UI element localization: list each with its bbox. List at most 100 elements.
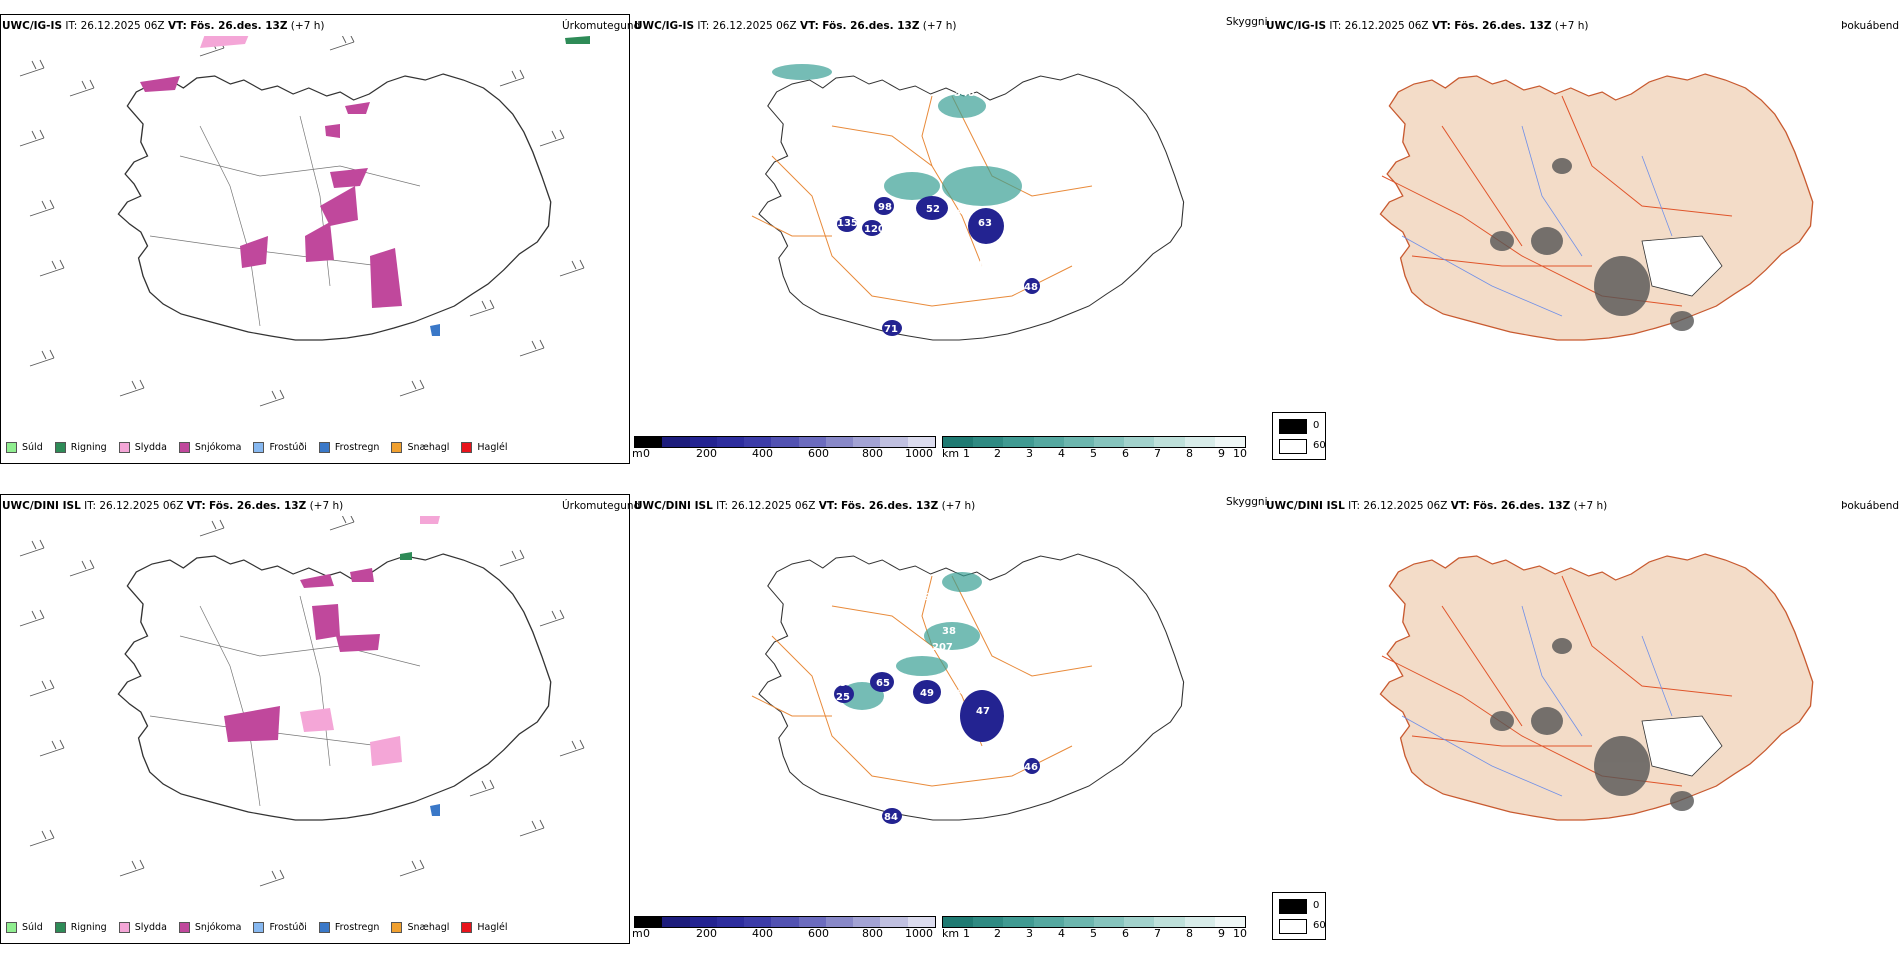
legend-swatch xyxy=(461,921,473,933)
colorbar-segment xyxy=(1003,437,1034,447)
valid-time: Fös. 26.des. 13Z xyxy=(190,20,288,32)
fog-index-panel: UWC/DINI ISL IT: 26.12.2025 06Z VT: Fös.… xyxy=(1262,480,1900,950)
cloud-base-label: 248 xyxy=(924,132,945,143)
legend-label: 60 xyxy=(1313,440,1326,451)
legend-label: Rigning xyxy=(70,921,107,933)
panel-header: UWC/IG-IS IT: 26.12.2025 06Z VT: Fös. 26… xyxy=(634,20,956,32)
legend-item: Frostregn xyxy=(318,441,379,453)
colorbar-tick: 1 xyxy=(963,927,970,940)
colorbar-tick: 9 xyxy=(1218,447,1225,460)
legend-label: 60 xyxy=(1313,920,1326,931)
colorbar-segment xyxy=(1154,917,1185,927)
model-name: UWC/DINI ISL xyxy=(634,500,713,512)
cloud-visibility-panel: UWC/DINI ISL IT: 26.12.2025 06Z VT: Fös.… xyxy=(632,480,1268,950)
legend-item: Slydda xyxy=(118,921,167,933)
legend-swatch xyxy=(118,441,130,453)
cloud-map: 348 248 282 135 98 120 52 84 63 266 48 7… xyxy=(751,64,1185,341)
cloud-base-label: 48 xyxy=(1024,282,1038,293)
fog-index-panel: UWC/IG-IS IT: 26.12.2025 06Z VT: Fös. 26… xyxy=(1262,0,1900,470)
cloud-base-label: 266 xyxy=(972,258,993,269)
colorbar-segment xyxy=(1214,917,1246,927)
colorbar-tick: 3 xyxy=(1026,927,1033,940)
legend-label: Haglél xyxy=(477,441,508,453)
colorbar-tick: 600 xyxy=(808,927,829,940)
colorbar-segment xyxy=(744,437,772,447)
colorbar-tick: 0 xyxy=(643,447,650,460)
colorbar-segment xyxy=(907,917,935,927)
colorbar-segment xyxy=(1184,437,1215,447)
colorbar-segment xyxy=(1124,437,1155,447)
colorbar-segment xyxy=(1063,437,1095,447)
colorbar-segment xyxy=(1154,437,1185,447)
init-time: 26.12.2025 06Z xyxy=(1363,500,1448,512)
legend-label: Frostúði xyxy=(269,441,307,453)
cloud-base-label: 135 xyxy=(837,218,858,229)
legend-label: Snjókoma xyxy=(194,921,242,933)
colorbar-segment xyxy=(662,437,690,447)
legend-item: Rigning xyxy=(54,441,107,453)
colorbar-segment xyxy=(853,437,881,447)
init-time: 26.12.2025 06Z xyxy=(80,20,165,32)
colorbar-segment xyxy=(662,917,690,927)
cloud-base-label: 58 xyxy=(832,678,846,689)
legend-label: Snæhagl xyxy=(407,921,450,933)
cloud-base-label: 303 xyxy=(954,564,975,575)
colorbar-segment xyxy=(798,437,826,447)
legend-swatch xyxy=(391,441,403,453)
legend-label: Frostúði xyxy=(269,921,307,933)
cloud-base-label: 52 xyxy=(926,204,940,215)
colorbar-tick: 0 xyxy=(643,927,650,940)
fog-legend: 0 60 xyxy=(1272,412,1326,460)
precip-type-panel: UWC/IG-IS IT: 26.12.2025 06Z VT: Fös. 26… xyxy=(0,0,640,470)
vt-label: VT: xyxy=(818,500,838,512)
legend-swatch xyxy=(253,441,265,453)
fog-legend: 0 60 xyxy=(1272,892,1326,940)
legend-swatch xyxy=(318,441,330,453)
cloud-base-label: 84 xyxy=(950,206,964,217)
colorbar-tick: 600 xyxy=(808,447,829,460)
legend-item: Snæhagl xyxy=(391,441,449,453)
colorbar-tick: 4 xyxy=(1058,927,1065,940)
colorbar-tick: 9 xyxy=(1218,927,1225,940)
model-name: UWC/IG-IS xyxy=(1266,20,1327,32)
precip-map xyxy=(19,516,585,887)
legend-label: Haglél xyxy=(477,921,508,933)
legend-swatch xyxy=(1279,439,1307,454)
ceiling-colorbar xyxy=(634,916,936,928)
colorbar-tick: 800 xyxy=(862,927,883,940)
legend-swatch xyxy=(1279,919,1307,934)
legend-item: Snjókoma xyxy=(178,441,241,453)
cloud-base-label: 207 xyxy=(932,642,953,653)
vt-label: VT: xyxy=(186,500,206,512)
cloud-base-label: 49 xyxy=(920,688,934,699)
colorbar-segment xyxy=(1124,917,1155,927)
colorbar-segment xyxy=(825,917,854,927)
cloud-base-label: 63 xyxy=(978,218,992,229)
colorbar-segment xyxy=(825,437,854,447)
legend-item: Rigning xyxy=(54,921,107,933)
panel-header: UWC/DINI ISL IT: 26.12.2025 06Z VT: Fös.… xyxy=(1266,500,1607,512)
colorbar-segment xyxy=(689,917,717,927)
legend-item: Frostúði xyxy=(253,441,307,453)
colorbar-segment xyxy=(689,437,717,447)
cloud-base-label: 91 xyxy=(924,592,938,603)
cloud-base-label: 74 xyxy=(950,686,964,697)
cloud-base-label: 84 xyxy=(884,812,898,823)
colorbar-tick: 6 xyxy=(1122,927,1129,940)
legend-item: Súld xyxy=(6,441,43,453)
legend-item: Frostúði xyxy=(253,921,307,933)
it-label: IT: xyxy=(697,20,710,32)
colorbar-segment xyxy=(1214,437,1246,447)
valid-time: Fös. 26.des. 13Z xyxy=(1454,20,1552,32)
precip-map xyxy=(19,36,590,407)
cloud-base-label: 71 xyxy=(884,324,898,335)
it-label: IT: xyxy=(716,500,729,512)
legend-item: Súld xyxy=(6,921,43,933)
visibility-colorbar xyxy=(942,916,1246,928)
colorbar-segment xyxy=(771,437,799,447)
colorbar-segment xyxy=(1094,917,1125,927)
colorbar-segment xyxy=(798,917,826,927)
colorbar-segment xyxy=(771,917,799,927)
colorbar-unit: m xyxy=(632,927,643,940)
panel-title: Skyggni xyxy=(1226,16,1268,28)
